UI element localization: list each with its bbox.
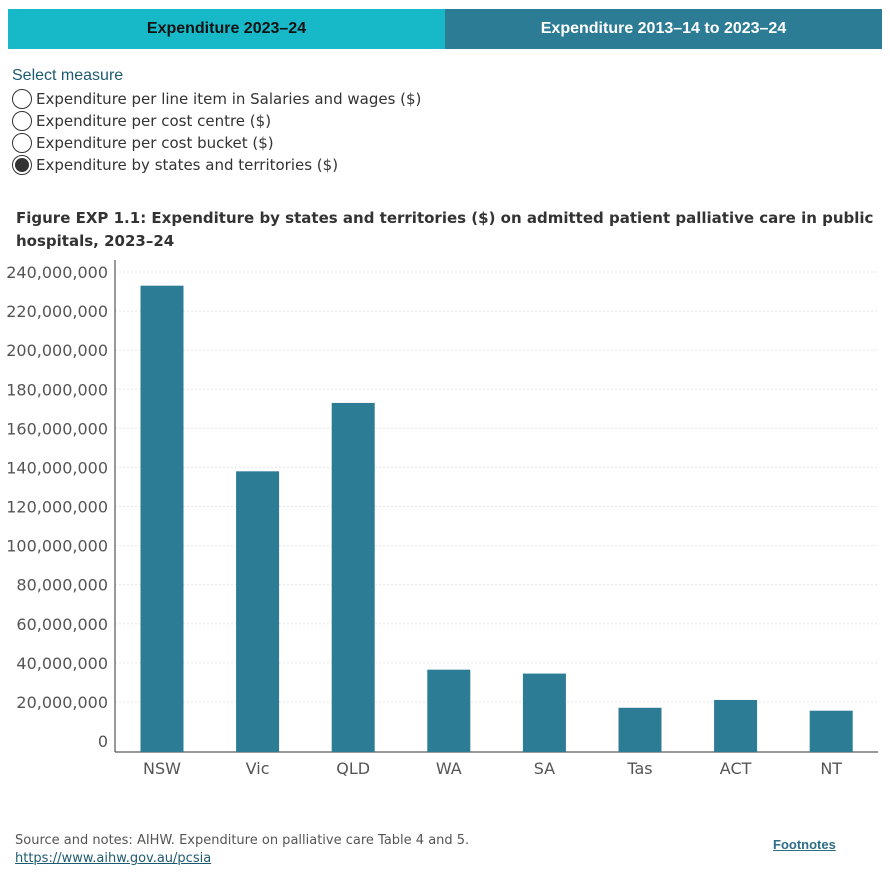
source-link[interactable]: https://www.aihw.gov.au/pcsia: [15, 851, 212, 866]
radio-label: Expenditure per cost bucket ($): [36, 134, 274, 152]
y-tick-label: 60,000,000: [16, 615, 108, 634]
radio-option-cost-bucket[interactable]: Expenditure per cost bucket ($): [12, 132, 274, 154]
x-tick-label: Tas: [626, 759, 652, 778]
y-tick-label: 180,000,000: [6, 380, 108, 399]
radio-option-states-and-territories[interactable]: Expenditure by states and territories ($…: [12, 154, 338, 176]
radio-label: Expenditure by states and territories ($…: [36, 156, 339, 174]
bar-wa: [427, 669, 471, 752]
bar-vic: [236, 471, 280, 752]
x-tick-label: NSW: [143, 759, 181, 778]
radio-option-cost-centre[interactable]: Expenditure per cost centre ($): [12, 110, 271, 132]
bar-chart: 0 20,000,000 40,000,000 60,000,000 80,000,00…: [6, 260, 878, 778]
bar-sa: [522, 673, 566, 752]
figure-title: Figure EXP 1.1: Expenditure by states an…: [16, 209, 874, 250]
x-tick-label: ACT: [720, 759, 752, 778]
y-tick-label: 20,000,000: [16, 693, 108, 712]
y-tick-label: 220,000,000: [6, 302, 108, 321]
radio-button[interactable]: [12, 133, 32, 153]
x-tick-label: Vic: [246, 759, 270, 778]
y-tick-label: 160,000,000: [6, 419, 108, 438]
bar-act: [714, 699, 758, 752]
source-text: Source and notes: AIHW. Expenditure on p…: [15, 833, 470, 848]
y-tick-label: 80,000,000: [16, 576, 108, 595]
tab-expenditure-2023-24[interactable]: Expenditure 2023–24: [8, 9, 445, 49]
y-tick-label: 0: [98, 732, 108, 751]
x-tick-label: WA: [436, 759, 462, 778]
radio-button-selected[interactable]: [12, 155, 32, 175]
x-tick-label: SA: [534, 759, 555, 778]
footnotes-link[interactable]: Footnotes: [773, 837, 836, 852]
y-tick-label: 200,000,000: [6, 341, 108, 360]
radio-option-salaries-and-wages[interactable]: Expenditure per line item in Salaries an…: [12, 88, 421, 110]
x-tick-label: NT: [820, 759, 842, 778]
y-tick-label: 40,000,000: [16, 654, 108, 673]
bar-qld: [331, 402, 375, 752]
tab-expenditure-2013-14-to-2023-24[interactable]: Expenditure 2013–14 to 2023–24: [445, 9, 882, 49]
select-measure-title: Select measure: [12, 67, 124, 84]
source-notes: Source and notes: AIHW. Expenditure on p…: [15, 832, 469, 868]
y-tick-label: 240,000,000: [6, 263, 108, 282]
x-tick-label: QLD: [336, 759, 370, 778]
bar-nt: [809, 710, 853, 752]
y-tick-label: 140,000,000: [6, 458, 108, 477]
radio-button[interactable]: [12, 89, 32, 109]
y-tick-label: 120,000,000: [6, 498, 108, 517]
radio-label: Expenditure per line item in Salaries an…: [36, 90, 422, 108]
bar-tas: [618, 707, 662, 752]
bar-nsw: [140, 285, 184, 752]
y-tick-label: 100,000,000: [6, 537, 108, 556]
radio-button[interactable]: [12, 111, 32, 131]
radio-label: Expenditure per cost centre ($): [36, 112, 272, 130]
